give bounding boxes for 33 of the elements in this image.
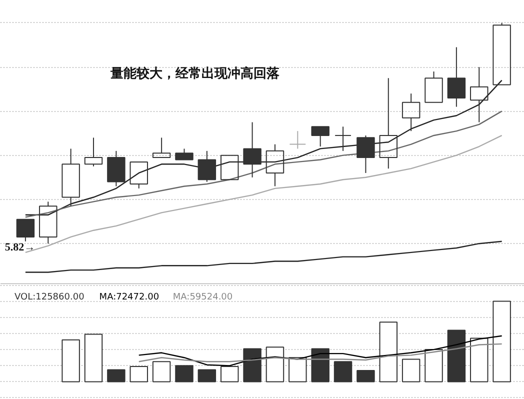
- candlestick: [447, 46, 466, 108]
- bar: [130, 366, 148, 382]
- bar: [84, 334, 103, 382]
- bar: [470, 338, 488, 382]
- candlestick: [266, 144, 284, 187]
- candlestick: [379, 78, 398, 170]
- candlestick: [62, 148, 80, 207]
- bar: [62, 339, 80, 382]
- bar: [152, 361, 171, 382]
- bar: [356, 370, 375, 382]
- bar: [266, 346, 284, 382]
- bar: [311, 348, 330, 382]
- bar: [175, 365, 194, 382]
- bar: [198, 369, 216, 382]
- text: MA:59524.00: [172, 292, 233, 302]
- annotation: 5.82→: [4, 242, 36, 254]
- bar: [379, 322, 398, 382]
- bar: [334, 361, 352, 382]
- bar: [447, 330, 466, 382]
- bar: [288, 357, 307, 382]
- text: MA:72472.00: [99, 292, 160, 302]
- candlestick: [402, 93, 420, 132]
- bar: [402, 358, 420, 382]
- bar: [107, 369, 126, 382]
- candlestick: [243, 122, 262, 178]
- candlestick: [334, 126, 352, 152]
- bar: [492, 300, 511, 382]
- annotation: 量能较大，经常出现冲高回落: [110, 66, 280, 80]
- candlestick: [470, 66, 488, 123]
- bar: [424, 349, 443, 382]
- bar: [220, 366, 239, 382]
- bar: [243, 348, 262, 382]
- text: VOL:125860.00: [14, 292, 85, 302]
